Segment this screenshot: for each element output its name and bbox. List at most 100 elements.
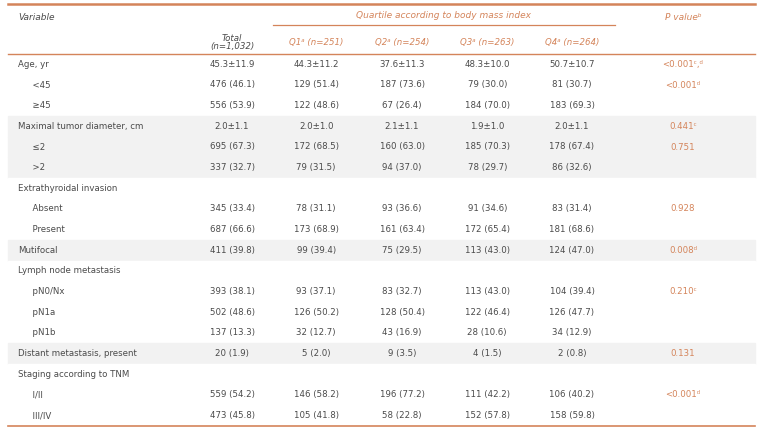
Text: 4 (1.5): 4 (1.5) — [473, 349, 502, 358]
Bar — [8, 54, 755, 75]
Text: 78 (29.7): 78 (29.7) — [467, 163, 507, 172]
Text: 81 (30.7): 81 (30.7) — [553, 80, 592, 89]
Text: 2.0±1.0: 2.0±1.0 — [299, 122, 334, 131]
Text: 137 (13.3): 137 (13.3) — [210, 329, 255, 338]
Text: 687 (66.6): 687 (66.6) — [210, 225, 255, 234]
Text: Distant metastasis, present: Distant metastasis, present — [18, 349, 137, 358]
Text: 2.1±1.1: 2.1±1.1 — [385, 122, 420, 131]
Text: 94 (37.0): 94 (37.0) — [382, 163, 422, 172]
Text: Total: Total — [222, 34, 242, 43]
Text: 45.3±11.9: 45.3±11.9 — [210, 60, 255, 69]
Text: 2.0±1.1: 2.0±1.1 — [555, 122, 589, 131]
Text: 28 (10.6): 28 (10.6) — [467, 329, 507, 338]
Text: <0.001ᵈ: <0.001ᵈ — [665, 80, 701, 89]
Text: 173 (68.9): 173 (68.9) — [293, 225, 338, 234]
Text: 106 (40.2): 106 (40.2) — [549, 390, 594, 399]
Text: 67 (26.4): 67 (26.4) — [382, 101, 422, 110]
Text: 58 (22.8): 58 (22.8) — [382, 411, 422, 420]
Text: 20 (1.9): 20 (1.9) — [215, 349, 249, 358]
Text: 158 (59.8): 158 (59.8) — [549, 411, 594, 420]
Bar — [8, 137, 755, 157]
Text: 79 (30.0): 79 (30.0) — [467, 80, 507, 89]
Text: >2: >2 — [27, 163, 45, 172]
Text: 91 (34.6): 91 (34.6) — [467, 205, 507, 214]
Text: 196 (77.2): 196 (77.2) — [379, 390, 425, 399]
Text: 126 (47.7): 126 (47.7) — [549, 308, 594, 317]
Text: 43 (16.9): 43 (16.9) — [382, 329, 422, 338]
Text: 48.3±10.0: 48.3±10.0 — [464, 60, 510, 69]
Bar — [8, 116, 755, 137]
Text: Q2ᵃ (n=254): Q2ᵃ (n=254) — [375, 38, 429, 47]
Text: 559 (54.2): 559 (54.2) — [210, 390, 255, 399]
Text: 556 (53.9): 556 (53.9) — [210, 101, 255, 110]
Text: 146 (58.2): 146 (58.2) — [293, 390, 339, 399]
Text: 178 (67.4): 178 (67.4) — [549, 142, 594, 151]
Text: 0.210ᶜ: 0.210ᶜ — [669, 287, 697, 296]
Text: 0.131: 0.131 — [670, 349, 695, 358]
Bar — [8, 240, 755, 261]
Text: 78 (31.1): 78 (31.1) — [296, 205, 336, 214]
Text: 695 (67.3): 695 (67.3) — [210, 142, 255, 151]
Text: 99 (39.4): 99 (39.4) — [296, 246, 336, 255]
Text: pN1a: pN1a — [27, 308, 55, 317]
Text: Q4ᵃ (n=264): Q4ᵃ (n=264) — [545, 38, 599, 47]
Bar — [8, 405, 755, 426]
Bar — [8, 4, 755, 54]
Bar — [8, 302, 755, 322]
Text: Maximal tumor diameter, cm: Maximal tumor diameter, cm — [18, 122, 144, 131]
Text: 79 (31.5): 79 (31.5) — [296, 163, 336, 172]
Text: 2.0±1.1: 2.0±1.1 — [215, 122, 249, 131]
Bar — [8, 95, 755, 116]
Text: 50.7±10.7: 50.7±10.7 — [549, 60, 595, 69]
Text: 93 (37.1): 93 (37.1) — [296, 287, 336, 296]
Text: 187 (73.6): 187 (73.6) — [379, 80, 425, 89]
Text: 5 (2.0): 5 (2.0) — [302, 349, 331, 358]
Bar — [8, 322, 755, 343]
Text: Extrathyroidal invasion: Extrathyroidal invasion — [18, 184, 117, 193]
Text: 32 (12.7): 32 (12.7) — [296, 329, 336, 338]
Text: 34 (12.9): 34 (12.9) — [553, 329, 592, 338]
Text: 0.008ᵈ: 0.008ᵈ — [669, 246, 697, 255]
Text: 476 (46.1): 476 (46.1) — [210, 80, 255, 89]
Text: Lymph node metastasis: Lymph node metastasis — [18, 267, 121, 276]
Text: Mutifocal: Mutifocal — [18, 246, 58, 255]
Text: 111 (42.2): 111 (42.2) — [464, 390, 510, 399]
Text: 113 (43.0): 113 (43.0) — [464, 287, 510, 296]
Bar — [8, 364, 755, 385]
Text: Variable: Variable — [18, 13, 55, 22]
Bar — [8, 281, 755, 302]
Text: 44.3±11.2: 44.3±11.2 — [293, 60, 339, 69]
Text: ≤2: ≤2 — [27, 142, 46, 151]
Bar — [8, 157, 755, 178]
Text: Q1ᵃ (n=251): Q1ᵃ (n=251) — [289, 38, 344, 47]
Text: 122 (46.4): 122 (46.4) — [464, 308, 510, 317]
Text: 105 (41.8): 105 (41.8) — [293, 411, 339, 420]
Text: Staging according to TNM: Staging according to TNM — [18, 370, 129, 379]
Text: <0.001ᵈ: <0.001ᵈ — [665, 390, 701, 399]
Text: 393 (38.1): 393 (38.1) — [210, 287, 255, 296]
Text: 172 (68.5): 172 (68.5) — [293, 142, 339, 151]
Text: P valueᵇ: P valueᵇ — [664, 13, 701, 22]
Text: 129 (51.4): 129 (51.4) — [293, 80, 338, 89]
Text: 104 (39.4): 104 (39.4) — [549, 287, 594, 296]
Bar — [8, 219, 755, 240]
Text: III/IV: III/IV — [27, 411, 51, 420]
Text: 183 (69.3): 183 (69.3) — [549, 101, 594, 110]
Bar — [8, 343, 755, 364]
Text: 337 (32.7): 337 (32.7) — [210, 163, 255, 172]
Bar — [8, 261, 755, 281]
Text: I/II: I/II — [27, 390, 43, 399]
Text: 160 (63.0): 160 (63.0) — [379, 142, 425, 151]
Text: 161 (63.4): 161 (63.4) — [379, 225, 425, 234]
Text: 83 (31.4): 83 (31.4) — [553, 205, 592, 214]
Text: 411 (39.8): 411 (39.8) — [210, 246, 255, 255]
Text: 37.6±11.3: 37.6±11.3 — [379, 60, 425, 69]
Text: Quartile according to body mass index: Quartile according to body mass index — [356, 11, 531, 20]
Text: 122 (48.6): 122 (48.6) — [293, 101, 339, 110]
Text: 126 (50.2): 126 (50.2) — [293, 308, 339, 317]
Text: 473 (45.8): 473 (45.8) — [210, 411, 255, 420]
Bar — [8, 75, 755, 95]
Text: 113 (43.0): 113 (43.0) — [464, 246, 510, 255]
Text: <45: <45 — [27, 80, 51, 89]
Text: Present: Present — [27, 225, 65, 234]
